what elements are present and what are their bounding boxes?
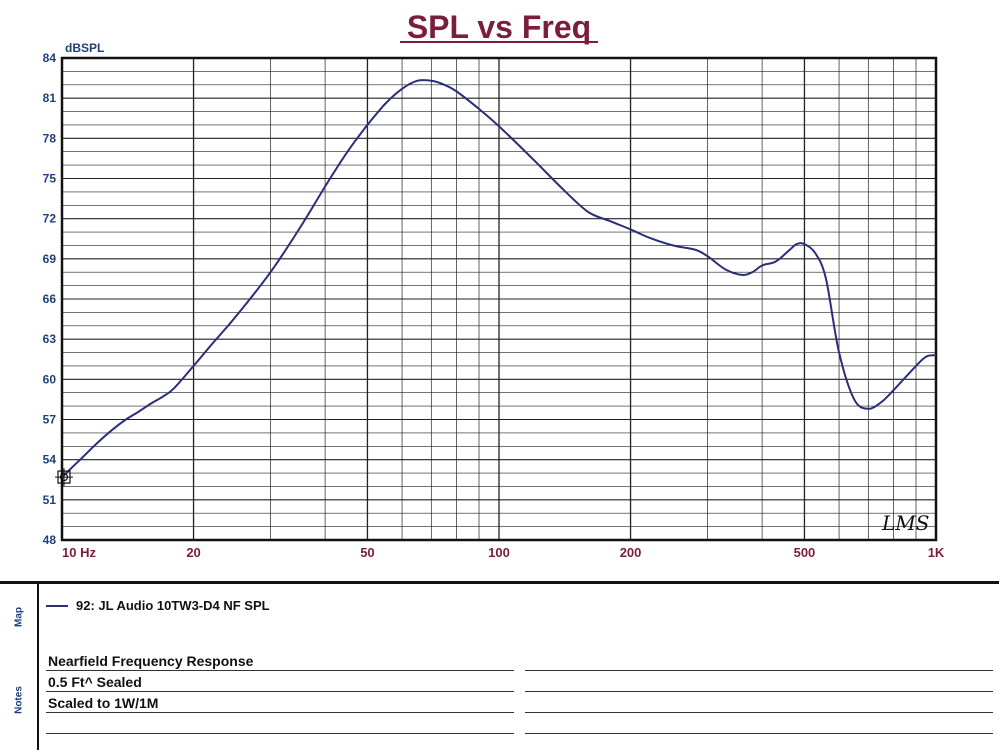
x-tick-labels: 10 Hz 20 50 100 200 500 1K — [62, 545, 945, 560]
y-tick-label: 51 — [43, 493, 57, 507]
legend-entry-label: 92: JL Audio 10TW3-D4 NF SPL — [76, 598, 270, 613]
map-side-label: Map — [0, 584, 39, 650]
note-text-3: Scaled to 1W/1M — [48, 695, 159, 711]
legend-line-swatch — [46, 604, 68, 607]
note-text-2: 0.5 Ft^ Sealed — [48, 674, 142, 690]
notes-side-label: Notes — [0, 650, 39, 750]
y-tick-label: 69 — [43, 252, 57, 266]
note-line-3[interactable]: Scaled to 1W/1M — [46, 692, 514, 713]
y-tick-label: 63 — [43, 332, 57, 346]
cursor-marker[interactable] — [55, 468, 73, 487]
note-line-2[interactable]: 0.5 Ft^ Sealed — [46, 671, 514, 692]
lms-watermark: LMS — [881, 511, 929, 535]
note-line-2-right[interactable] — [525, 671, 993, 692]
y-axis-unit-label: dBSPL — [65, 41, 104, 55]
y-tick-label: 60 — [43, 372, 57, 386]
y-tick-label: 81 — [43, 91, 57, 105]
chart-title: SPL vs Freq — [407, 9, 591, 45]
x-tick-label: 50 — [360, 545, 374, 560]
plot-frame — [60, 56, 938, 542]
x-tick-label: 1K — [928, 545, 945, 560]
note-line-4[interactable] — [46, 713, 514, 734]
y-tick-label: 72 — [43, 212, 57, 226]
spl-chart: SPL vs Freq dBSPL 84 81 78 75 72 69 66 63 60 57 54… — [43, 9, 945, 560]
legend-entry[interactable]: 92: JL Audio 10TW3-D4 NF SPL — [46, 598, 270, 613]
y-tick-label: 84 — [43, 51, 57, 65]
legend-panel: Map 92: JL Audio 10TW3-D4 NF SPL — [0, 581, 999, 653]
y-tick-labels: 84 81 78 75 72 69 66 63 60 57 54 51 48 — [43, 51, 57, 547]
y-tick-label: 48 — [43, 533, 57, 547]
notes-label-text: Notes — [13, 686, 24, 714]
y-tick-label: 66 — [43, 292, 57, 306]
x-tick-label: 500 — [794, 545, 816, 560]
note-line-1-right[interactable] — [525, 650, 993, 671]
note-text-1: Nearfield Frequency Response — [48, 653, 254, 669]
note-line-3-right[interactable] — [525, 692, 993, 713]
x-tick-label: 100 — [488, 545, 510, 560]
y-tick-label: 54 — [43, 453, 57, 467]
notes-panel: Notes Nearfield Frequency Response 0.5 F… — [0, 650, 999, 750]
x-tick-label: 10 Hz — [62, 545, 96, 560]
note-line-4-right[interactable] — [525, 713, 993, 734]
y-tick-label: 57 — [43, 413, 57, 427]
x-tick-label: 200 — [620, 545, 642, 560]
note-line-1[interactable]: Nearfield Frequency Response — [46, 650, 514, 671]
series-line — [61, 79, 937, 478]
series-layer — [61, 79, 937, 478]
y-tick-label: 78 — [43, 131, 57, 145]
map-label-text: Map — [13, 607, 24, 627]
grid-lines — [62, 58, 936, 540]
x-tick-label: 20 — [186, 545, 200, 560]
y-tick-label: 75 — [43, 172, 57, 186]
